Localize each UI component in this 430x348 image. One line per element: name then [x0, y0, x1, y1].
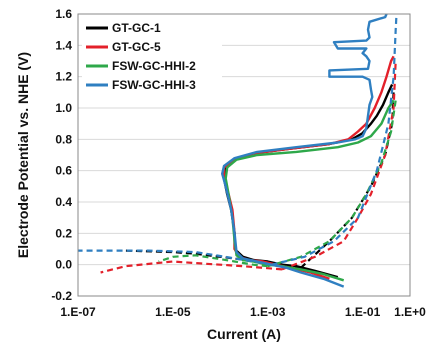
y-tick-label: 0.2 — [55, 226, 72, 240]
series-fsw-gc-hhi-3-solid — [220, 13, 388, 288]
y-tick-label: 1.6 — [55, 7, 72, 21]
y-tick-label: 0.4 — [55, 195, 72, 209]
y-tick-label: 1.0 — [55, 101, 72, 115]
x-tick-label: 1.E-05 — [155, 305, 191, 319]
series-gt-gc-1-anodic-dashed — [300, 92, 395, 269]
series-gt-gc-5-solid — [222, 55, 395, 280]
x-axis-title: Current (A) — [207, 326, 281, 342]
x-tick-label: 1.E+0 — [394, 305, 426, 319]
series-fsw-gc-hhi-3-anodic-dashed — [271, 13, 398, 266]
y-tick-label: 1.4 — [55, 38, 72, 52]
legend-label: GT-GC-5 — [112, 40, 161, 54]
legend-label: FSW-GC-HHI-2 — [112, 59, 196, 73]
series-layer — [78, 13, 398, 288]
y-tick-label: -0.2 — [51, 289, 72, 303]
legend-label: GT-GC-1 — [112, 21, 161, 35]
legend-background — [82, 17, 222, 95]
legend-label: FSW-GC-HHI-3 — [112, 78, 196, 92]
series-fsw-gc-hhi-2-cathodic-dashed — [158, 254, 268, 268]
series-fsw-gc-hhi-2-anodic-dashed — [267, 100, 397, 268]
y-tick-label: 0.8 — [55, 132, 72, 146]
series-gt-gc-1-solid — [222, 83, 394, 279]
x-tick-labels: 1.E-07 1.E-05 1.E-03 1.E-01 1.E+0 — [60, 305, 426, 319]
x-tick-label: 1.E-01 — [345, 305, 381, 319]
x-tick-label: 1.E-03 — [250, 305, 286, 319]
y-tick-labels: -0.2 0.0 0.2 0.4 0.6 0.8 1.0 1.2 1.4 1.6 — [51, 7, 72, 303]
y-tick-label: 1.2 — [55, 70, 72, 84]
series-gt-gc-5-anodic-dashed — [281, 60, 397, 271]
x-tick-label: 1.E-07 — [60, 305, 96, 319]
y-axis-title: Electrode Potential vs. NHE (V) — [15, 52, 31, 258]
y-tick-label: 0.6 — [55, 164, 72, 178]
legend: GT-GC-1 GT-GC-5 FSW-GC-HHI-2 FSW-GC-HHI-3 — [82, 17, 222, 95]
series-gt-gc-5-cathodic-dashed — [100, 260, 283, 274]
plot-frame — [77, 13, 411, 297]
y-tick-label: 0.0 — [55, 258, 72, 272]
